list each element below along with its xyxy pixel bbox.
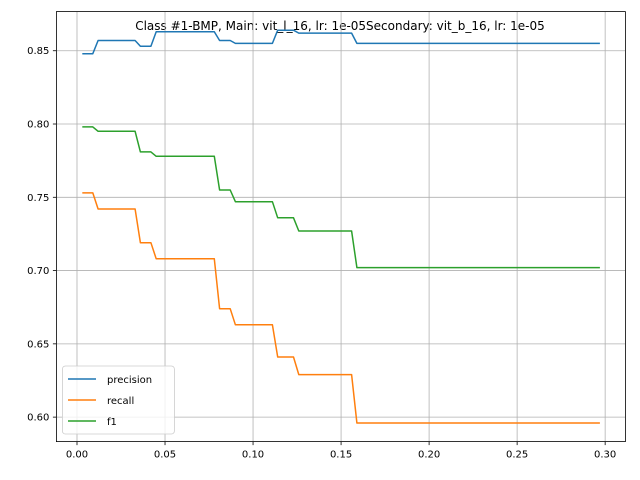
y-tick-label: 0.85 — [27, 46, 49, 57]
x-tick-label: 0.30 — [594, 450, 616, 461]
series-line-precision — [82, 29, 600, 55]
y-tick-label: 0.75 — [27, 193, 49, 204]
legend-box — [62, 365, 175, 435]
y-tick-label: 0.80 — [27, 120, 49, 131]
series-line-recall — [82, 192, 600, 424]
y-tick-label: 0.70 — [27, 266, 49, 277]
series-line-f1 — [82, 126, 600, 269]
chart-title: Class #1-BMP, Main: vit_l_16, lr: 1e-05S… — [135, 19, 545, 33]
y-tick-label: 0.65 — [27, 339, 49, 350]
y-tick-label: 0.60 — [27, 413, 49, 424]
legend: precision recall f1 — [62, 365, 175, 435]
x-tick-label: 0.10 — [242, 450, 264, 461]
x-axis-ticks: 0.00 0.05 0.10 0.15 0.20 0.25 0.30 — [66, 441, 616, 461]
x-tick-label: 0.00 — [66, 450, 88, 461]
legend-label-recall: recall — [107, 396, 134, 407]
x-tick-label: 0.15 — [330, 450, 352, 461]
x-tick-label: 0.05 — [154, 450, 176, 461]
y-axis-ticks: 0.60 0.65 0.70 0.75 0.80 0.85 — [27, 46, 57, 424]
x-tick-label: 0.25 — [506, 450, 528, 461]
series-lines — [82, 29, 600, 424]
legend-label-precision: precision — [107, 375, 152, 386]
legend-label-f1: f1 — [107, 417, 117, 428]
x-tick-label: 0.20 — [418, 450, 440, 461]
